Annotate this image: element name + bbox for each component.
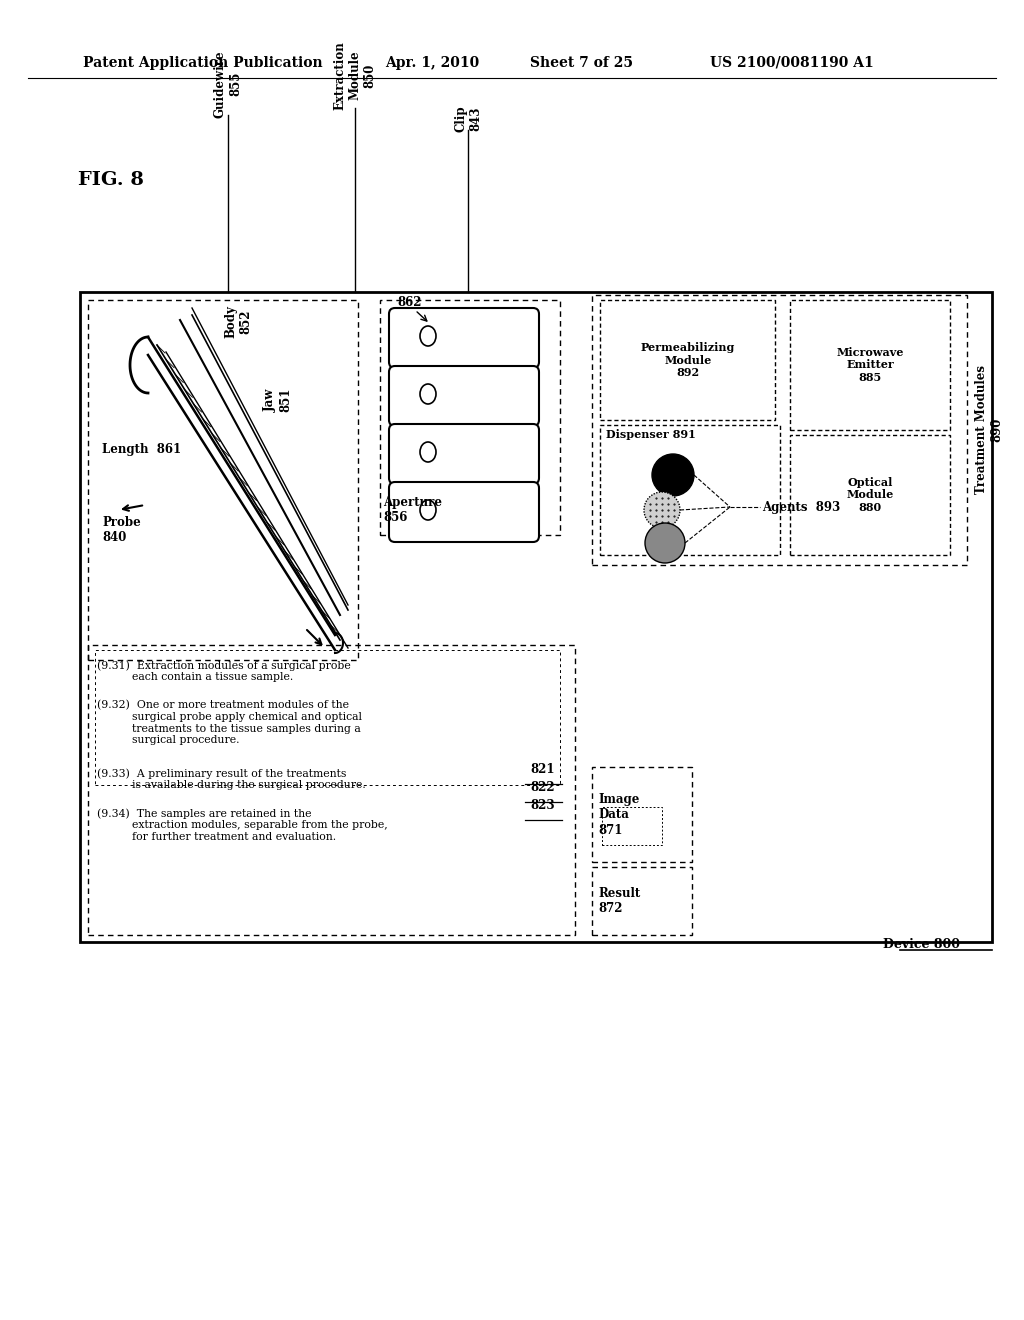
Bar — [600, 300, 775, 420]
Text: FIG. 8: FIG. 8 — [78, 172, 144, 189]
Text: 823: 823 — [530, 799, 555, 812]
Text: Permeabilizing
Module
892: Permeabilizing Module 892 — [641, 342, 735, 379]
Bar — [592, 767, 692, 862]
Text: Result
872: Result 872 — [598, 887, 640, 915]
Bar — [88, 300, 358, 660]
FancyBboxPatch shape — [389, 366, 539, 426]
Bar — [88, 645, 575, 935]
Text: (9.32)  One or more treatment modules of the
          surgical probe apply chem: (9.32) One or more treatment modules of … — [97, 700, 362, 744]
Text: Body
852: Body 852 — [224, 305, 252, 338]
Text: Treatment Modules
890: Treatment Modules 890 — [975, 366, 1002, 495]
Text: Apr. 1, 2010: Apr. 1, 2010 — [385, 55, 479, 70]
Text: Length  861: Length 861 — [102, 444, 181, 457]
Text: Optical
Module
880: Optical Module 880 — [847, 477, 894, 513]
Bar — [95, 649, 560, 785]
Text: Jaw
851: Jaw 851 — [264, 388, 292, 412]
Bar — [790, 300, 950, 430]
Text: Sheet 7 of 25: Sheet 7 of 25 — [530, 55, 633, 70]
Text: Image
Data
871: Image Data 871 — [598, 793, 639, 837]
Text: (9.33)  A preliminary result of the treatments
          is available during the: (9.33) A preliminary result of the treat… — [97, 768, 366, 791]
FancyBboxPatch shape — [389, 482, 539, 543]
Text: Dispenser 891: Dispenser 891 — [606, 429, 695, 441]
Circle shape — [644, 492, 680, 528]
Text: Microwave
Emitter
885: Microwave Emitter 885 — [837, 347, 904, 383]
Text: US 2100/0081190 A1: US 2100/0081190 A1 — [710, 55, 873, 70]
Bar — [380, 300, 560, 535]
Text: Aperture
856: Aperture 856 — [383, 496, 442, 524]
Text: 821: 821 — [530, 763, 555, 776]
Text: Patent Application Publication: Patent Application Publication — [83, 55, 323, 70]
Circle shape — [645, 523, 685, 564]
Circle shape — [652, 454, 694, 496]
Text: 862: 862 — [397, 297, 422, 309]
Text: Device 800: Device 800 — [883, 939, 961, 952]
FancyBboxPatch shape — [389, 424, 539, 484]
Text: Agents  893: Agents 893 — [762, 500, 841, 513]
Text: (9.34)  The samples are retained in the
          extraction modules, separable : (9.34) The samples are retained in the e… — [97, 808, 388, 842]
Text: Extraction
Module
850: Extraction Module 850 — [334, 41, 377, 110]
Text: 822: 822 — [530, 781, 555, 795]
Bar — [602, 807, 662, 845]
Text: Clip
843: Clip 843 — [454, 106, 482, 132]
Bar — [790, 436, 950, 554]
Text: Guidewire
855: Guidewire 855 — [214, 50, 242, 117]
Bar — [80, 292, 992, 942]
FancyBboxPatch shape — [389, 308, 539, 368]
Bar — [592, 294, 967, 565]
Bar — [600, 425, 780, 554]
Text: (9.31)  Extraction modules of a surgical probe
          each contain a tissue s: (9.31) Extraction modules of a surgical … — [97, 660, 351, 682]
Bar — [592, 867, 692, 935]
Text: Probe
840: Probe 840 — [102, 516, 140, 544]
